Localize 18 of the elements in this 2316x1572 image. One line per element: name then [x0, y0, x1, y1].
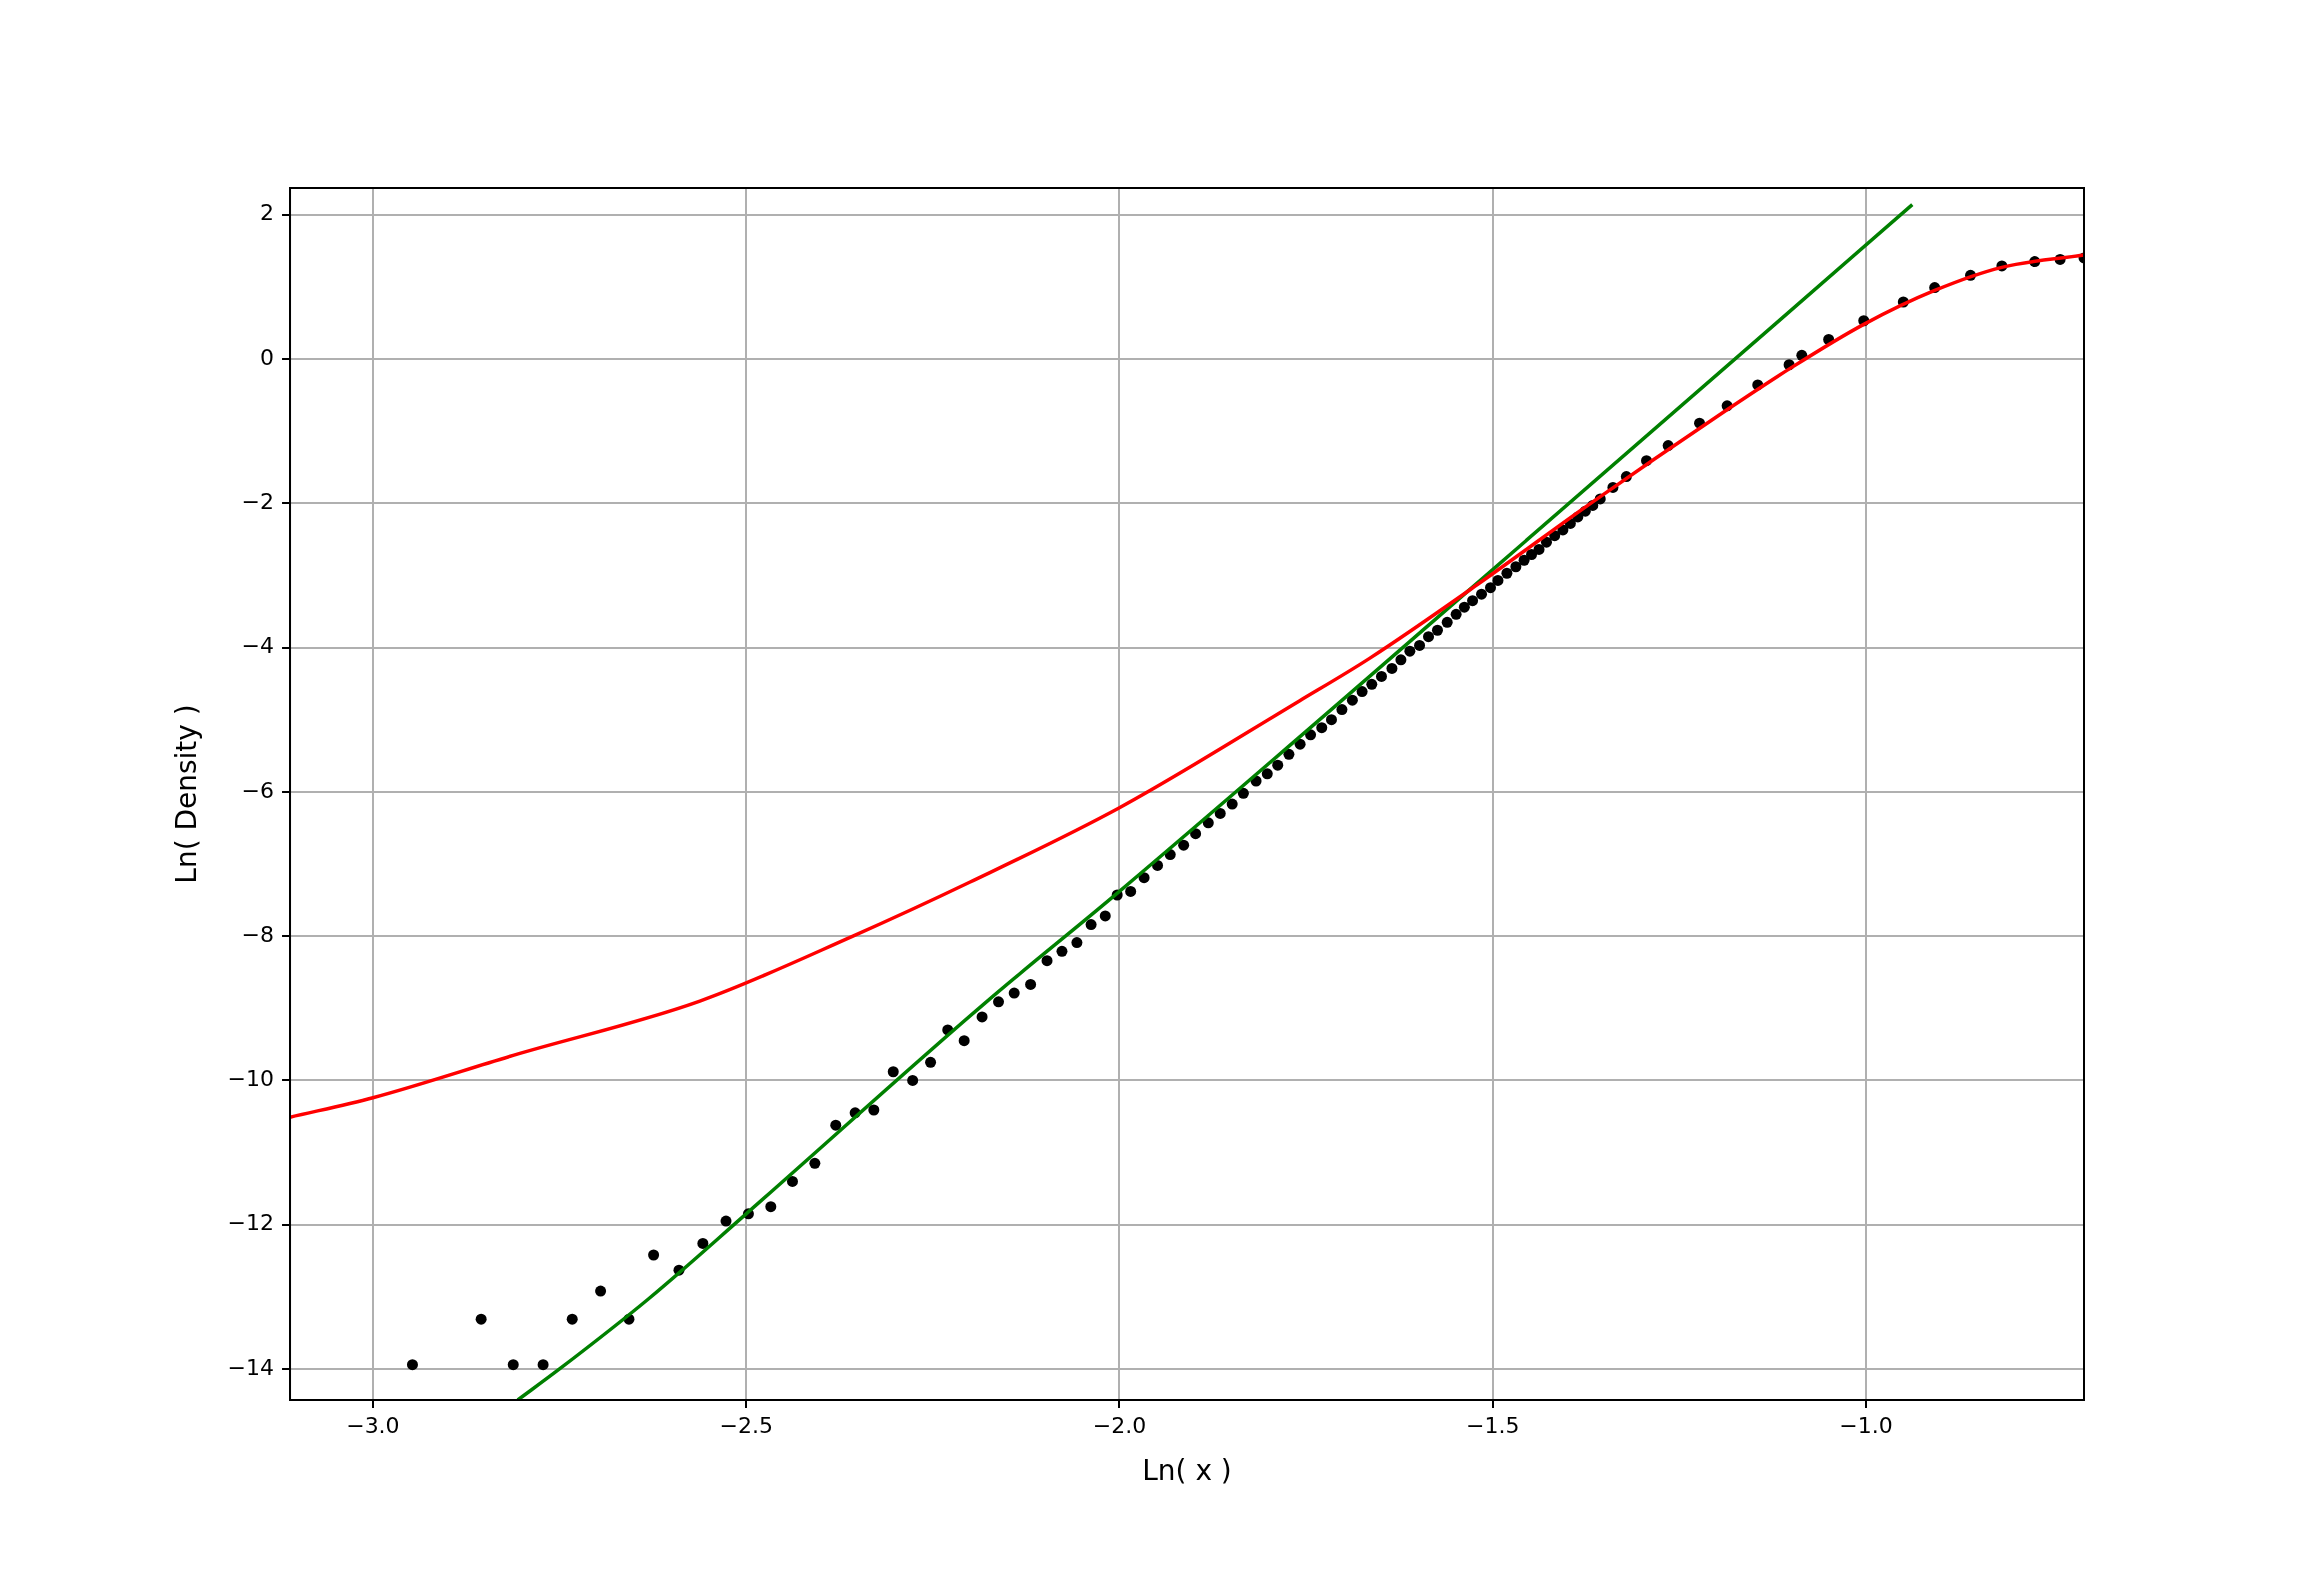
x-tick-label: −2.0	[1092, 1412, 1147, 1438]
y-tick-label: −2	[241, 488, 275, 514]
y-tick-label: 2	[260, 200, 275, 226]
y-axis-title: Ln( Density )	[170, 704, 204, 884]
line-series	[515, 202, 1915, 1400]
line-series	[290, 253, 2084, 1119]
y-tick-label: −8	[241, 921, 275, 947]
x-tick-label: −1.5	[1466, 1412, 1520, 1438]
y-tick-label: −10	[227, 1066, 275, 1092]
y-tick-label: −4	[241, 633, 275, 659]
y-tick-label: −6	[241, 777, 275, 803]
y-tick-label: 0	[260, 344, 275, 370]
y-tick-label: −12	[227, 1210, 275, 1236]
y-tick-label: −14	[227, 1354, 275, 1380]
x-axis-title: Ln( x )	[1142, 1454, 1232, 1488]
x-tick-label: −2.5	[719, 1412, 773, 1438]
x-tick-label: −3.0	[346, 1412, 400, 1438]
x-tick-label: −1.0	[1839, 1412, 1893, 1438]
